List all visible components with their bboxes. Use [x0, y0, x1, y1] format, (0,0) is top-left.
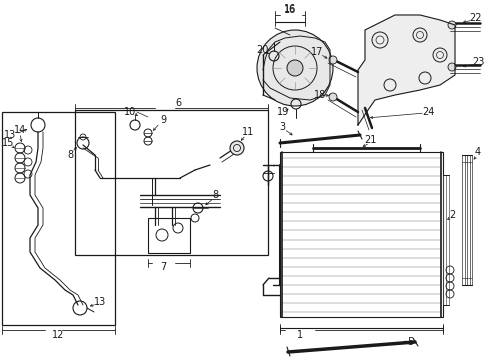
- Text: 3: 3: [278, 122, 285, 132]
- Text: 24: 24: [421, 107, 433, 117]
- Text: 20: 20: [255, 45, 267, 55]
- Text: 16: 16: [284, 4, 296, 14]
- Text: 7: 7: [160, 262, 166, 272]
- Bar: [148, 218, 190, 253]
- Bar: [75, 110, 267, 255]
- Polygon shape: [357, 15, 454, 125]
- Circle shape: [328, 56, 336, 64]
- Text: 8: 8: [67, 150, 73, 160]
- Polygon shape: [263, 36, 329, 100]
- Text: 14: 14: [14, 125, 26, 135]
- Text: 13: 13: [4, 130, 16, 140]
- Text: 16: 16: [284, 5, 296, 15]
- Text: 15: 15: [2, 138, 14, 148]
- Text: 21: 21: [363, 135, 375, 145]
- Bar: [2, 112, 115, 325]
- Text: 19: 19: [276, 107, 288, 117]
- Circle shape: [447, 21, 455, 29]
- Text: 8: 8: [211, 190, 218, 200]
- Text: 22: 22: [468, 13, 480, 23]
- Circle shape: [328, 93, 336, 101]
- Text: 10: 10: [123, 107, 136, 117]
- Text: 6: 6: [175, 98, 181, 108]
- Text: 18: 18: [313, 90, 325, 100]
- Circle shape: [286, 60, 303, 76]
- Circle shape: [229, 141, 244, 155]
- Text: 4: 4: [474, 147, 480, 157]
- Text: 11: 11: [242, 127, 254, 137]
- Text: 2: 2: [448, 210, 454, 220]
- Text: 13: 13: [94, 297, 106, 307]
- Text: 9: 9: [160, 115, 166, 125]
- Text: 5: 5: [406, 337, 412, 347]
- Text: 17: 17: [310, 47, 323, 57]
- Text: 23: 23: [471, 57, 483, 67]
- Circle shape: [447, 63, 455, 71]
- Circle shape: [257, 30, 332, 106]
- Bar: [280, 152, 442, 317]
- Text: 1: 1: [296, 330, 303, 340]
- Text: 12: 12: [52, 330, 64, 340]
